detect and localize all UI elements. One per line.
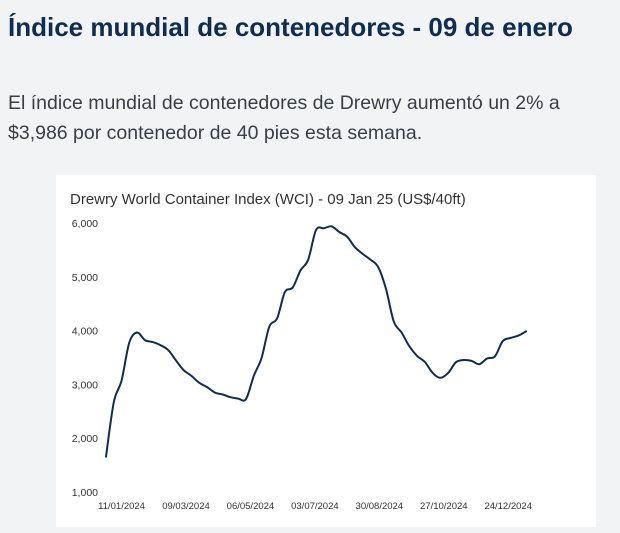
article-summary: El índice mundial de contenedores de Dre… (8, 92, 560, 144)
data-point (439, 377, 441, 379)
data-point (253, 375, 255, 377)
data-point (416, 355, 418, 357)
data-point (478, 363, 480, 365)
data-point (362, 253, 364, 255)
data-point (128, 342, 130, 344)
wci-line-chart: 1,000 2,000 3,000 4,000 5,000 6,000 11/01/2024… (72, 218, 532, 512)
data-point (222, 394, 224, 396)
data-point (408, 345, 410, 347)
data-point (229, 396, 231, 398)
x-tick-label: 30/08/2024 (356, 501, 404, 512)
y-tick-label: 6,000 (72, 218, 98, 230)
data-point (346, 236, 348, 238)
data-point (245, 398, 247, 400)
data-point (113, 401, 115, 403)
data-point (455, 361, 457, 363)
data-point (276, 317, 278, 319)
y-tick-label: 2,000 (72, 433, 98, 445)
data-point (152, 341, 154, 343)
data-point (175, 360, 177, 362)
data-point (307, 259, 309, 261)
data-point (471, 360, 473, 362)
chart-card: Drewry World Container Index (WCI) - 09 … (56, 175, 596, 527)
data-point (486, 358, 488, 360)
x-tick-label: 06/05/2024 (227, 501, 275, 512)
data-point (315, 229, 317, 231)
data-point (206, 386, 208, 388)
data-point (331, 225, 333, 227)
data-point (136, 332, 138, 334)
wci-series-line (105, 225, 527, 458)
chart-title: Drewry World Container Index (WCI) - 09 … (70, 191, 466, 208)
data-point (299, 270, 301, 272)
data-point (237, 398, 239, 400)
data-point (105, 456, 107, 458)
data-point (323, 227, 325, 229)
x-tick-label: 03/07/2024 (291, 501, 339, 512)
x-tick-label: 11/01/2024 (98, 501, 145, 512)
data-point (268, 326, 270, 328)
data-point (509, 337, 511, 339)
data-point (354, 246, 356, 248)
data-point (284, 291, 286, 293)
data-point (292, 287, 294, 289)
data-point (191, 375, 193, 377)
data-point (401, 332, 403, 334)
data-point (183, 369, 185, 371)
data-point (385, 288, 387, 290)
data-point (198, 382, 200, 384)
y-tick-label: 5,000 (72, 272, 98, 284)
data-point (517, 335, 519, 337)
data-point (144, 339, 146, 341)
data-point (338, 231, 340, 233)
data-point (159, 344, 161, 346)
data-point (214, 392, 216, 394)
y-tick-label: 4,000 (72, 326, 98, 338)
data-point (463, 359, 465, 361)
data-point (432, 372, 434, 374)
data-point (494, 355, 496, 357)
x-tick-label: 27/10/2024 (420, 501, 468, 512)
data-point (167, 349, 169, 351)
x-tick-label: 24/12/2024 (484, 501, 532, 512)
x-tick-label: 09/03/2024 (162, 501, 210, 512)
y-tick-label: 1,000 (72, 487, 98, 499)
data-point (261, 357, 263, 359)
data-point (424, 361, 426, 363)
y-tick-label: 3,000 (72, 379, 98, 391)
article-headline: Índice mundial de contenedores - 09 de e… (8, 12, 573, 42)
data-point (393, 321, 395, 323)
data-point (447, 372, 449, 374)
data-point (377, 266, 379, 268)
data-point (369, 259, 371, 261)
data-point (525, 330, 527, 332)
data-point (502, 340, 504, 342)
data-point (121, 380, 123, 382)
